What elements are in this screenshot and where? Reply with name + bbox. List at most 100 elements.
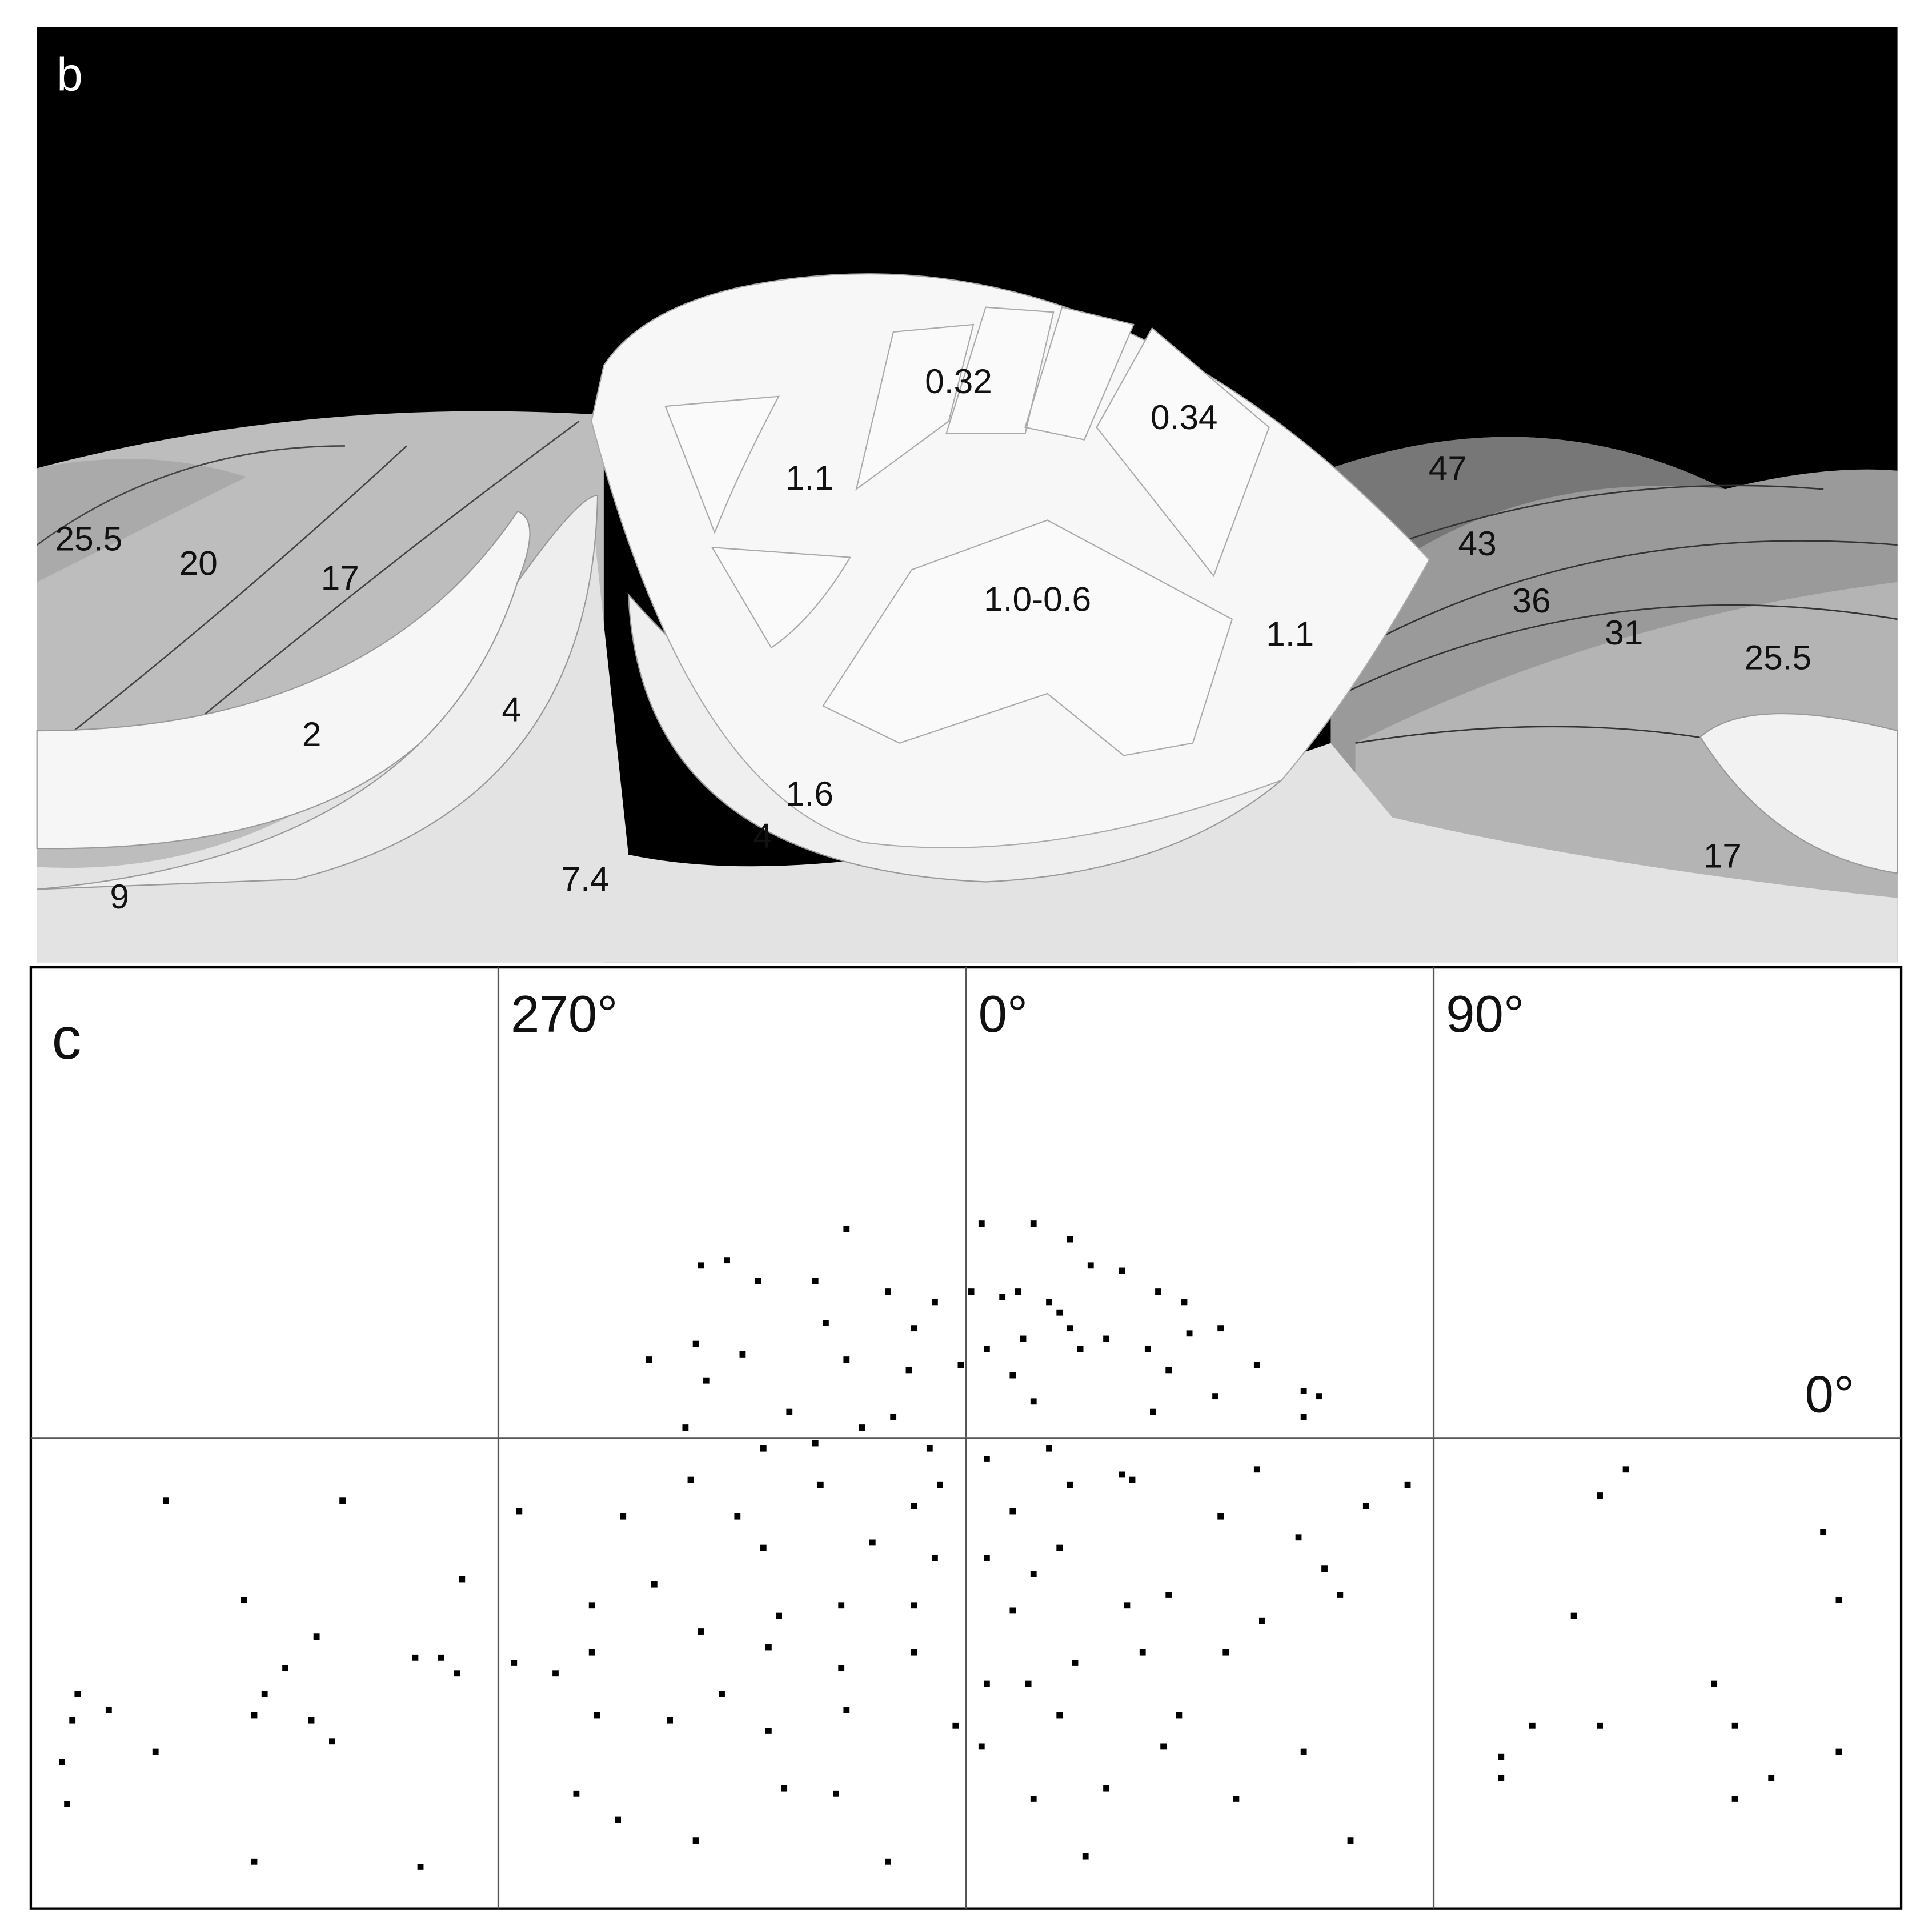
point — [438, 1654, 444, 1661]
point — [703, 1377, 710, 1384]
point — [64, 1801, 70, 1808]
point — [978, 1220, 985, 1227]
point — [1835, 1748, 1842, 1755]
point — [1253, 1466, 1260, 1473]
point — [1129, 1476, 1136, 1483]
point — [817, 1481, 824, 1488]
point — [1321, 1565, 1328, 1572]
point — [459, 1576, 466, 1583]
point — [1212, 1393, 1218, 1400]
point — [1529, 1722, 1536, 1729]
point — [1820, 1529, 1827, 1536]
point — [911, 1602, 917, 1609]
region — [37, 507, 1898, 963]
point — [1087, 1262, 1094, 1269]
point — [983, 1555, 990, 1561]
point — [719, 1691, 725, 1697]
point — [615, 1816, 622, 1823]
region-border — [1342, 484, 1898, 794]
region-label: 25.5 — [55, 519, 123, 558]
point — [105, 1707, 112, 1713]
point — [1009, 1508, 1016, 1515]
point — [1030, 1796, 1037, 1802]
point — [552, 1670, 559, 1677]
point — [1067, 1236, 1073, 1243]
point — [781, 1785, 788, 1792]
point — [1103, 1785, 1109, 1792]
point — [1030, 1398, 1037, 1405]
point — [843, 1356, 850, 1363]
region-label: 0.34 — [1151, 398, 1218, 437]
point — [1498, 1775, 1505, 1781]
point — [1025, 1680, 1032, 1687]
region-label: 1.1 — [1266, 614, 1314, 653]
point — [1046, 1445, 1052, 1452]
point — [843, 1707, 850, 1713]
x-tick-label: 0° — [979, 986, 1028, 1043]
point — [734, 1513, 741, 1520]
point — [646, 1356, 652, 1363]
point — [1119, 1267, 1125, 1274]
point — [251, 1858, 258, 1865]
region — [37, 459, 247, 582]
point — [1160, 1743, 1167, 1750]
point — [1295, 1534, 1302, 1541]
point — [1300, 1414, 1307, 1420]
point — [251, 1712, 258, 1719]
point — [812, 1278, 819, 1284]
region — [664, 306, 1270, 756]
point — [838, 1602, 845, 1609]
point — [1570, 1612, 1577, 1619]
point — [760, 1445, 767, 1452]
point — [823, 1320, 829, 1326]
point — [905, 1367, 912, 1374]
point — [1082, 1853, 1089, 1860]
point — [968, 1288, 975, 1295]
point — [765, 1644, 772, 1651]
point — [776, 1612, 782, 1619]
point — [978, 1743, 985, 1750]
point — [911, 1325, 917, 1332]
point — [724, 1257, 731, 1264]
region-label: 4 — [502, 690, 521, 728]
point — [692, 1340, 699, 1347]
region-label: 0.32 — [925, 362, 992, 401]
point — [1300, 1388, 1307, 1394]
point — [241, 1597, 247, 1604]
point — [1233, 1796, 1240, 1802]
x-tick-label: 90° — [1446, 986, 1524, 1043]
region-label: 4 — [753, 816, 772, 855]
point — [1217, 1325, 1224, 1332]
point — [1165, 1592, 1172, 1598]
x-tick-label: 270° — [511, 986, 618, 1043]
point — [1347, 1837, 1354, 1844]
point — [313, 1633, 320, 1640]
point — [983, 1346, 990, 1352]
point — [1186, 1330, 1193, 1337]
point — [594, 1712, 600, 1719]
point — [1404, 1481, 1411, 1488]
region-label: 25.5 — [1745, 638, 1812, 676]
point — [516, 1508, 523, 1515]
region — [1699, 712, 1898, 874]
point — [412, 1654, 419, 1661]
point — [760, 1544, 767, 1551]
point — [1009, 1607, 1016, 1614]
point — [1253, 1362, 1260, 1368]
point — [885, 1288, 891, 1295]
point — [739, 1351, 746, 1358]
point — [885, 1858, 891, 1865]
point — [1072, 1660, 1079, 1666]
point — [417, 1864, 424, 1870]
point — [932, 1555, 938, 1561]
point — [957, 1362, 964, 1368]
point — [1056, 1309, 1063, 1316]
region-label: 9 — [110, 877, 129, 916]
region-label: 2 — [302, 715, 322, 754]
point — [1259, 1617, 1265, 1624]
point — [890, 1414, 897, 1420]
point — [1155, 1288, 1161, 1295]
point — [1222, 1649, 1229, 1656]
point — [651, 1581, 658, 1588]
